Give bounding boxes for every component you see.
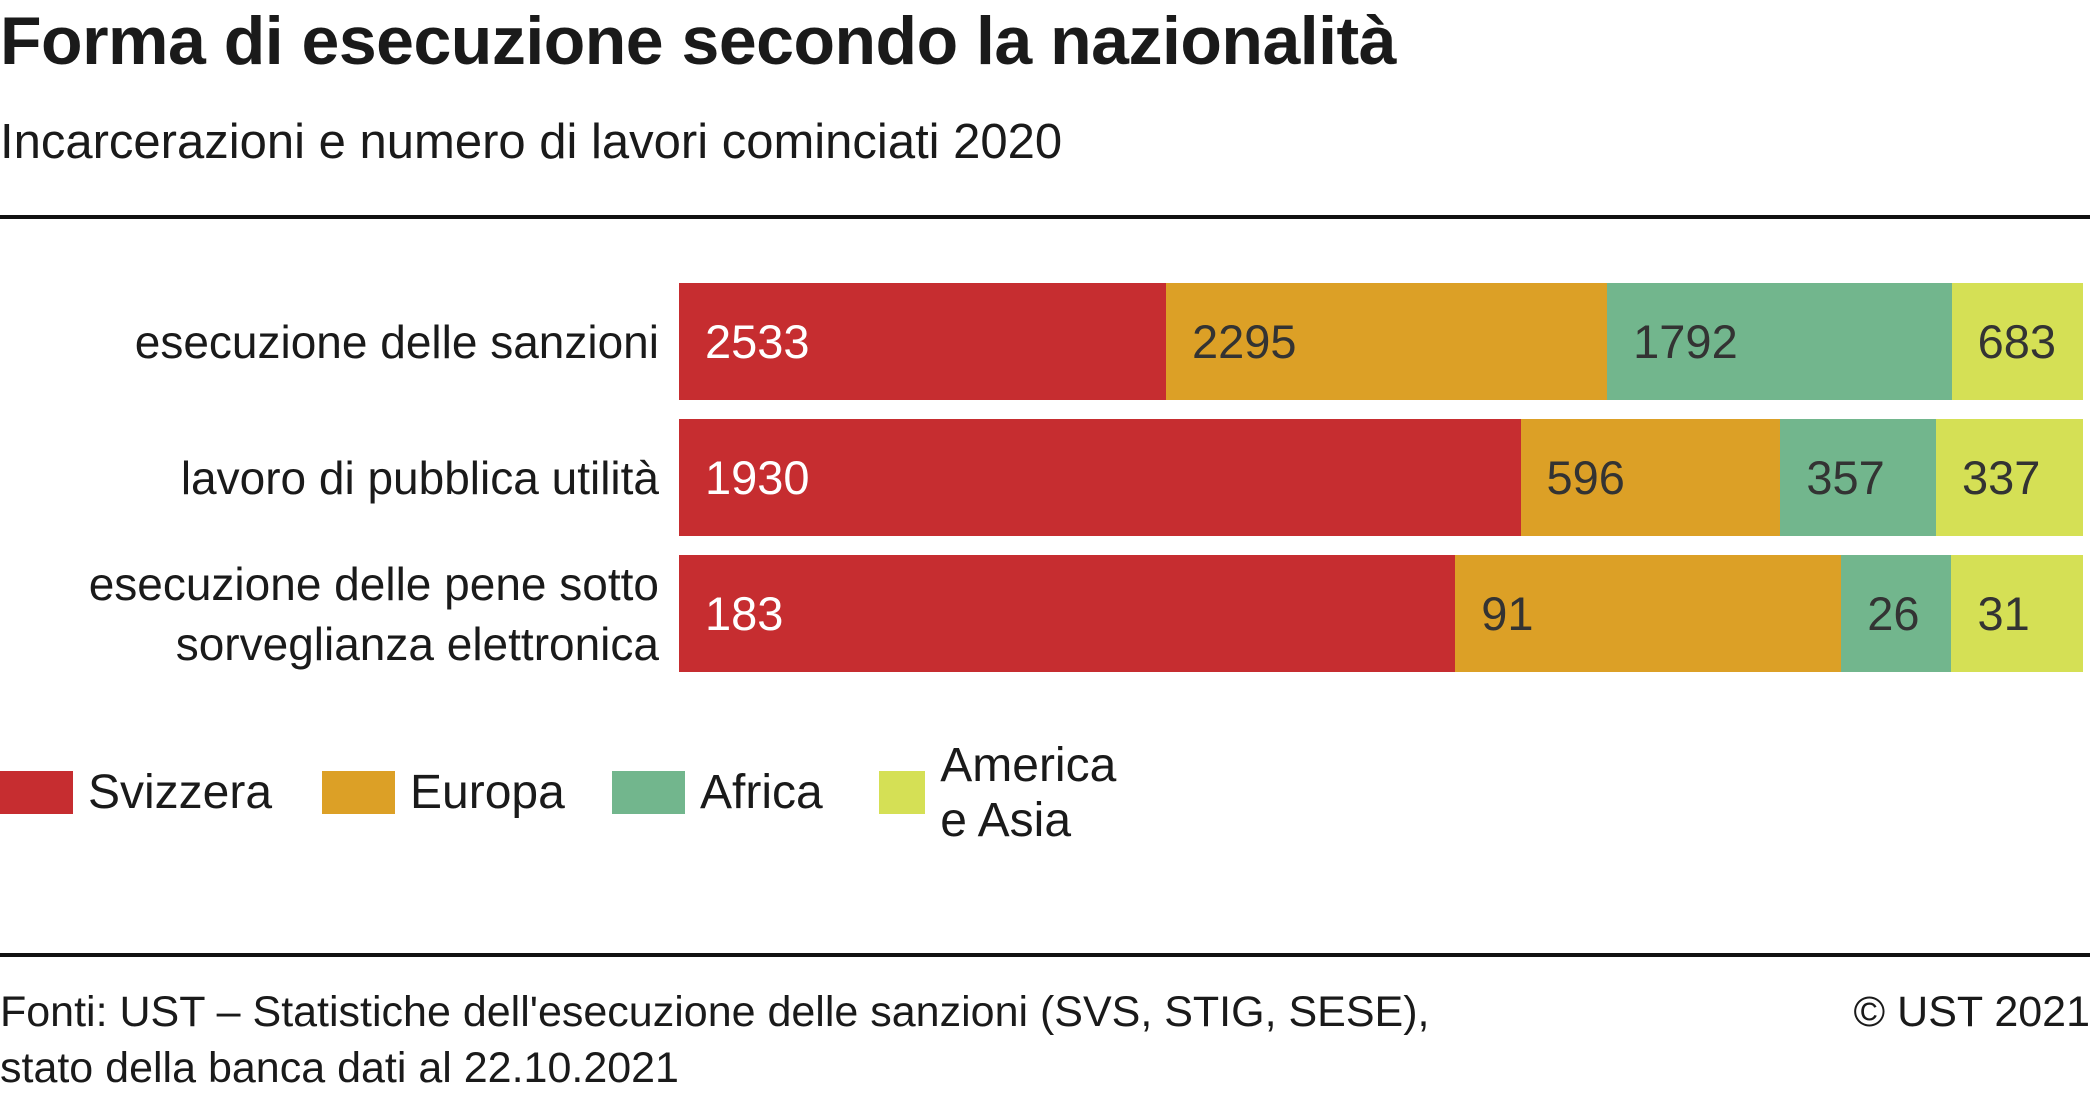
data-label: 337: [1962, 451, 2041, 504]
legend-swatch: [322, 771, 395, 814]
data-label: 596: [1546, 451, 1625, 504]
bar-segment-europa: 2295: [1165, 283, 1608, 400]
data-label: 91: [1481, 587, 1534, 640]
data-label: 357: [1806, 451, 1885, 504]
bar-segment-america-e-asia: 31: [1951, 555, 2083, 672]
data-label: 1792: [1633, 315, 1738, 368]
chart-subtitle: Incarcerazioni e numero di lavori cominc…: [0, 115, 1063, 169]
bottom-divider: [0, 953, 2090, 957]
source-line-1: Fonti: UST – Statistiche dell'esecuzione…: [0, 988, 1430, 1036]
stacked-bar: 2533 2295 1792 683: [679, 283, 2083, 400]
bar-segment-america-e-asia: 683: [1951, 283, 2083, 400]
legend-label: Europa: [410, 766, 565, 819]
category-label: lavoro di pubblica utilità: [180, 451, 659, 504]
bar-row: lavoro di pubblica utilità 1930 596 357 337: [0, 419, 2092, 536]
legend-item: Africa: [612, 766, 823, 819]
chart-title: Forma di esecuzione secondo la nazionali…: [0, 3, 1397, 79]
bar-row: esecuzione delle pene sotto sorveglianza…: [0, 555, 2092, 672]
legend-swatch: [612, 771, 685, 814]
bar-segment-africa: 357: [1780, 419, 1937, 536]
data-label: 1930: [705, 451, 810, 504]
legend-swatch: [879, 771, 926, 814]
legend-label: Svizzera: [88, 766, 273, 819]
top-divider: [0, 215, 2090, 219]
data-label: 26: [1867, 587, 1920, 640]
bar-segment-europa: 596: [1520, 419, 1781, 536]
data-label: 183: [705, 587, 784, 640]
bar-segment-svizzera: 1930: [679, 419, 1521, 536]
stacked-bar: 183 91 26 31: [679, 555, 2083, 672]
copyright: © UST 2021: [1853, 988, 2090, 1036]
category-label: esecuzione delle pene sotto sorveglianza…: [88, 557, 659, 670]
data-label: 2295: [1191, 315, 1297, 368]
data-label: 2533: [705, 315, 810, 368]
source-line-2: stato della banca dati al 22.10.2021: [0, 1044, 679, 1092]
legend-swatch: [0, 771, 73, 814]
category-label: esecuzione delle sanzioni: [134, 315, 659, 368]
legend-item: Svizzera: [0, 766, 272, 819]
bar-segment-africa: 26: [1841, 555, 1952, 672]
bar-segment-africa: 1792: [1607, 283, 1952, 400]
legend-item: Europa: [322, 766, 565, 819]
bar-segment-europa: 91: [1455, 555, 1842, 672]
bar-segment-america-e-asia: 337: [1936, 419, 2083, 536]
bar-row: esecuzione delle sanzioni 2533 2295 1792 683: [0, 283, 2092, 400]
stacked-bar: 1930 596 357 337: [679, 419, 2083, 536]
legend-item: America e Asia: [879, 739, 1143, 847]
legend-label: Africa: [700, 766, 823, 819]
legend-label: America e Asia: [940, 738, 1117, 847]
bar-segment-svizzera: 2533: [679, 283, 1166, 400]
data-label: 31: [1977, 587, 2030, 640]
data-label: 683: [1977, 315, 2057, 368]
bar-segment-svizzera: 183: [679, 555, 1456, 672]
